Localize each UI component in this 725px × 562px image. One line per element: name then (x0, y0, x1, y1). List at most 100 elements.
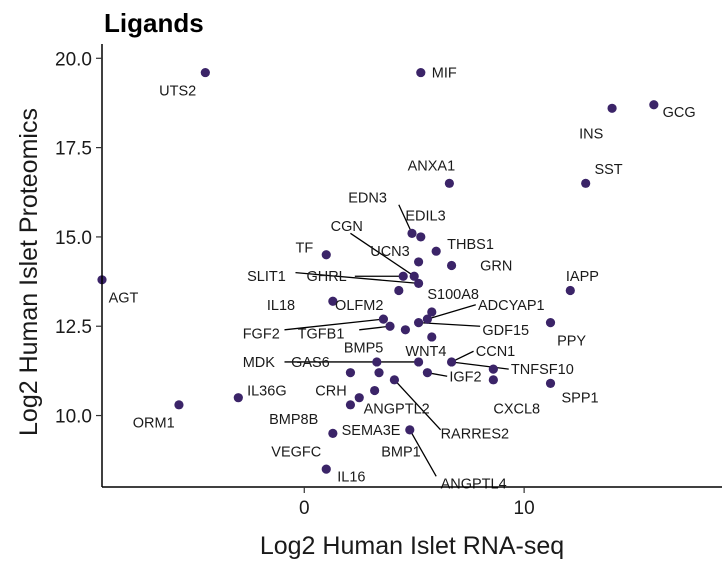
data-point-angptl4 (405, 425, 415, 435)
data-point-tgfb1 (385, 321, 395, 331)
data-point-gcg (649, 100, 659, 110)
point-label-igf2: IGF2 (449, 369, 481, 385)
point-label-tf: TF (295, 241, 313, 257)
data-point-spp1 (545, 378, 556, 388)
y-axis-ticks: 10.0 12.5 15.0 17.5 20.0 (55, 49, 102, 428)
data-point-orm1 (174, 400, 184, 410)
leader-line-rarres2 (393, 379, 442, 431)
point-label-cxcl8: CXCL8 (493, 401, 540, 417)
x-axis-ticks: 0 10 (299, 487, 535, 519)
leader-line-slit1 (295, 271, 419, 285)
point-label-gdf15: GDF15 (482, 323, 529, 339)
data-point-ghrl (398, 271, 408, 281)
data-point-bmp8b (345, 400, 356, 410)
x-tick-label: 0 (299, 498, 310, 519)
point-label-grn: GRN (480, 259, 512, 275)
point-label-anxa1: ANXA1 (408, 158, 456, 174)
data-point-ins (607, 103, 617, 113)
leader-line-angptl4 (409, 429, 437, 477)
point-label-mif: MIF (432, 66, 457, 82)
y-tick-label: 17.5 (55, 139, 92, 160)
data-point-gas6 (372, 357, 382, 367)
point-label-ghrl: GHRL (306, 269, 346, 285)
x-tick-label: 10 (514, 498, 535, 519)
point-label-il18: IL18 (267, 298, 295, 314)
point-label-bmp8b: BMP8B (269, 412, 318, 428)
point-label-il36g: IL36G (247, 384, 287, 400)
point-label-agt: AGT (109, 291, 139, 307)
leader-line-fgf2 (284, 318, 384, 331)
data-point-mdk (413, 357, 424, 367)
data-point-wnt4 (427, 332, 437, 342)
data-point-crh (345, 368, 356, 378)
data-point-vegfc (328, 428, 338, 439)
leader-line-tnfsf10 (451, 361, 509, 370)
chart-title: Ligands (104, 8, 204, 38)
point-label-s100a8: S100A8 (427, 287, 479, 303)
y-tick-label: 10.0 (55, 407, 92, 428)
data-point-grn (446, 260, 457, 271)
data-point-s100a8 (427, 307, 437, 317)
data-point-thbs1 (431, 246, 441, 256)
data-point-anxa1 (444, 178, 454, 188)
leader-line-adcyap1 (427, 304, 476, 320)
data-point-adcyap1 (422, 314, 432, 324)
data-point-bmp5 (400, 325, 411, 335)
point-label-gcg: GCG (663, 105, 696, 121)
point-label-angptl2: ANGPTL2 (364, 401, 430, 417)
point-label-ppy: PPY (557, 334, 586, 350)
point-label-ccn1: CCN1 (476, 344, 515, 360)
data-point-tnfsf10 (488, 364, 498, 374)
data-point-edil3 (416, 232, 426, 242)
data-point-ccn1 (446, 357, 457, 367)
point-label-thbs1: THBS1 (447, 237, 494, 253)
point-label-tgfb1: TGFB1 (298, 326, 345, 342)
point-label-edil3: EDIL3 (405, 208, 445, 224)
data-point-slit1 (413, 278, 424, 288)
y-tick-label: 15.0 (55, 228, 92, 249)
leader-line-tgfb1 (359, 325, 391, 331)
point-label-ucn3: UCN3 (370, 244, 409, 260)
data-point-il18 (328, 296, 338, 306)
point-label-cgn: CGN (331, 219, 363, 235)
data-point-uts2 (200, 67, 210, 78)
data-point-igf2 (422, 368, 432, 378)
point-label-bmp5: BMP5 (344, 341, 384, 357)
leader-line-edn3 (398, 204, 413, 234)
point-label-crh: CRH (315, 384, 346, 400)
data-point-cgn (409, 271, 419, 281)
point-label-olfm2: OLFM2 (335, 298, 383, 314)
point-label-uts2: UTS2 (159, 83, 196, 99)
data-point-gdf15 (413, 318, 424, 328)
data-point-sst (581, 178, 591, 188)
y-tick-label: 12.5 (55, 317, 92, 338)
data-point-edn3 (407, 228, 417, 238)
point-label-sst: SST (594, 162, 622, 178)
point-label-angptl4: ANGPTL4 (441, 476, 507, 492)
data-point-ucn3 (413, 257, 424, 267)
data-point-il16 (321, 464, 331, 474)
point-label-il16: IL16 (337, 469, 365, 485)
point-label-gas6: GAS6 (291, 355, 330, 371)
point-label-adcyap1: ADCYAP1 (478, 298, 545, 314)
data-point-bmp1 (370, 385, 380, 396)
point-label-orm1: ORM1 (133, 416, 175, 432)
point-label-ins: INS (579, 126, 603, 142)
leader-line-cgn (350, 232, 415, 277)
point-label-bmp1: BMP1 (381, 444, 421, 460)
data-point-mif (416, 67, 426, 78)
point-label-iapp: IAPP (566, 269, 599, 285)
point-label-rarres2: RARRES2 (441, 426, 510, 442)
data-point-iapp (565, 285, 575, 296)
point-label-wnt4: WNT4 (405, 344, 446, 360)
point-label-sema3e: SEMA3E (342, 423, 401, 439)
point-label-vegfc: VEGFC (271, 444, 321, 460)
data-point-ppy (545, 318, 556, 328)
data-point-olfm2 (394, 285, 404, 296)
y-tick-label: 20.0 (55, 49, 92, 70)
point-label-spp1: SPP1 (562, 391, 599, 407)
data-point-cxcl8 (488, 375, 498, 385)
point-label-fgf2: FGF2 (243, 326, 280, 342)
